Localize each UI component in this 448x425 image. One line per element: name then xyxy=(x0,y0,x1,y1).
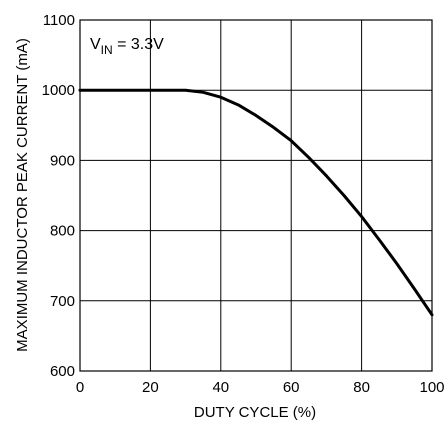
y-tick-label: 900 xyxy=(50,152,75,169)
x-tick-labels: 0 20 40 60 80 100 xyxy=(76,379,445,396)
series-line xyxy=(78,88,434,317)
x-tick-label: 0 xyxy=(76,379,84,396)
y-tick-label: 700 xyxy=(50,293,75,310)
plot-frame xyxy=(79,19,433,372)
x-tick-label: 40 xyxy=(212,379,229,396)
y-tick-label: 1100 xyxy=(43,12,75,29)
y-tick-label: 600 xyxy=(50,363,75,380)
x-tick-label: 80 xyxy=(353,379,370,396)
x-tick-label: 20 xyxy=(142,379,159,396)
x-tick-label: 100 xyxy=(419,379,444,396)
x-tick-label: 60 xyxy=(283,379,300,396)
x-axis-title: DUTY CYCLE (%) xyxy=(194,404,316,421)
grid xyxy=(79,19,433,372)
vin-annotation: VIN = 3.3V xyxy=(90,36,164,57)
y-tick-label: 800 xyxy=(50,223,75,240)
y-tick-label: 1000 xyxy=(42,82,75,99)
vin-annotation-subscript: IN xyxy=(101,43,113,57)
vin-annotation-prefix: V xyxy=(90,36,101,53)
vin-annotation-suffix: = 3.3V xyxy=(113,36,164,53)
y-axis-title: MAXIMUM INDUCTOR PEAK CURRENT (mA) xyxy=(14,38,31,352)
y-tick-labels: 600 700 800 900 1000 1100 xyxy=(42,12,75,380)
